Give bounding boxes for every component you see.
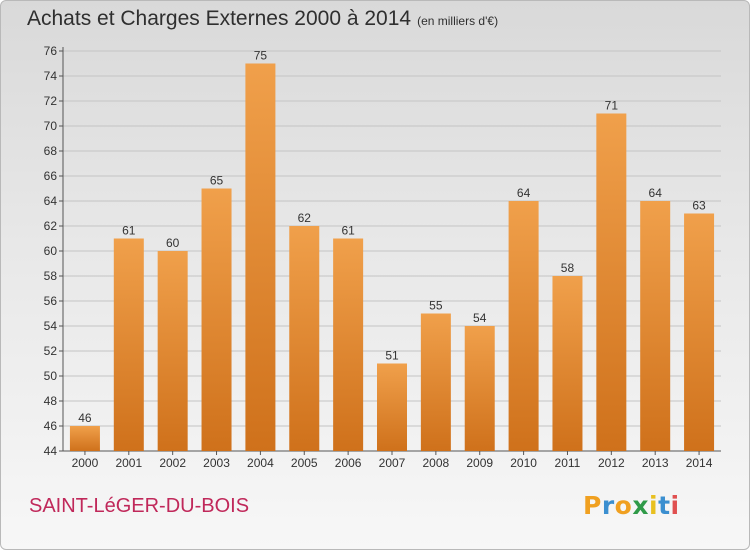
value-label-2003: 65 [210,174,224,188]
bar-2010 [508,201,539,451]
y-tick-label: 64 [44,194,58,208]
x-tick-label-2012: 2012 [598,456,625,470]
commune-name: SAINT-LéGER-DU-BOIS [29,495,250,517]
x-tick-label-2000: 2000 [72,456,99,470]
logo-letter: i [670,491,680,520]
bar-2002 [157,251,188,451]
logo-letter: x [632,491,649,520]
value-label-2008: 55 [429,299,443,313]
x-tick-label-2002: 2002 [159,456,186,470]
bar-2004 [245,63,276,451]
bar-2007 [377,363,407,451]
logo-letter: r [601,491,615,520]
y-tick-label: 54 [44,319,58,333]
value-label-2000: 46 [78,411,92,425]
logo-letter: o [614,491,633,520]
value-label-2012: 71 [605,99,619,113]
chart-title-text: Achats et Charges Externes 2000 à 2014 [27,7,412,30]
bar-2000 [69,426,100,451]
x-tick-label-2004: 2004 [247,456,274,470]
bar-2001 [113,238,144,451]
bar-2013 [640,201,671,451]
bar-2011 [552,276,583,451]
value-label-2007: 51 [385,349,399,363]
y-tick-label: 50 [44,369,58,383]
bar-2003 [201,188,232,451]
logo-letter: i [649,491,659,520]
y-tick-label: 46 [44,419,58,433]
x-tick-label-2014: 2014 [686,456,713,470]
value-label-2006: 61 [341,224,355,238]
bars [69,63,715,451]
y-tick-label: 52 [44,344,58,358]
y-tick-label: 68 [44,144,58,158]
bar-2005 [289,226,320,451]
y-tick-label: 44 [44,444,58,458]
value-label-2005: 62 [298,211,312,225]
logo-letter: P [583,491,602,520]
x-tick-label-2003: 2003 [203,456,230,470]
y-tick-label: 62 [44,219,58,233]
chart-subtitle: (en milliers d'€) [417,14,499,28]
value-label-2011: 58 [561,261,575,275]
labels: 44 46 48 50 52 54 56 58 60 62 64 66 68 70 72 74 76 46 2000… [44,44,713,470]
y-tick-label: 58 [44,269,58,283]
bar-2006 [333,238,364,451]
y-tick-label: 70 [44,119,58,133]
value-label-2013: 64 [649,186,663,200]
value-label-2001: 61 [122,224,136,238]
value-label-2009: 54 [473,311,487,325]
bar-2009 [464,326,495,451]
y-tick-label: 66 [44,169,58,183]
y-tick-label: 72 [44,94,58,108]
chart-title: Achats et Charges Externes 2000 à 2014 (e… [27,7,498,31]
x-tick-label-2005: 2005 [291,456,318,470]
x-tick-label-2006: 2006 [335,456,362,470]
bar-2014 [684,213,715,451]
value-label-2004: 75 [254,49,268,63]
bar-2012 [596,113,627,451]
y-tick-label: 60 [44,244,58,258]
y-tick-label: 56 [44,294,58,308]
x-tick-label-2001: 2001 [115,456,142,470]
x-tick-label-2013: 2013 [642,456,669,470]
y-tick-label: 76 [44,44,58,58]
x-tick-label-2010: 2010 [510,456,537,470]
proxiti-logo: Proxiti [583,491,680,520]
y-tick-label: 48 [44,394,58,408]
x-tick-label-2008: 2008 [423,456,450,470]
x-tick-label-2011: 2011 [555,456,581,470]
y-tick-label: 74 [44,69,58,83]
value-label-2014: 63 [692,199,706,213]
logo-letter: t [658,491,671,520]
x-tick-label-2009: 2009 [466,456,493,470]
value-label-2002: 60 [166,236,180,250]
bar-2008 [420,313,451,451]
x-tick-label-2007: 2007 [379,456,406,470]
value-label-2010: 64 [517,186,531,200]
